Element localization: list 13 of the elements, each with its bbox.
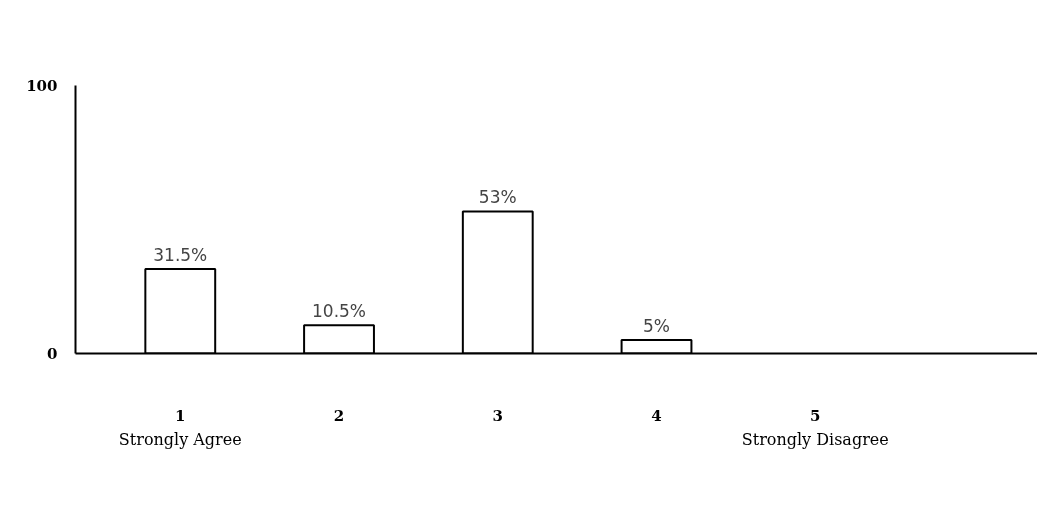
text: Strongly Agree [118,429,242,449]
data-label: 10.5% [312,301,367,322]
data-label: 5% [643,316,671,337]
x-tick-label: 1 [175,406,186,425]
text: Strongly Disagree [741,429,889,449]
x-tick-label: 2 [333,406,345,425]
y-tick-label: 0 [47,345,58,363]
data-label: 53% [478,187,517,208]
x-tick-label: 3 [492,406,503,425]
x-tick-label: 5 [810,406,821,425]
x-tick-label: 4 [651,406,662,425]
data-label: 31.5% [153,245,208,266]
y-tick-label: 100 [26,77,58,95]
